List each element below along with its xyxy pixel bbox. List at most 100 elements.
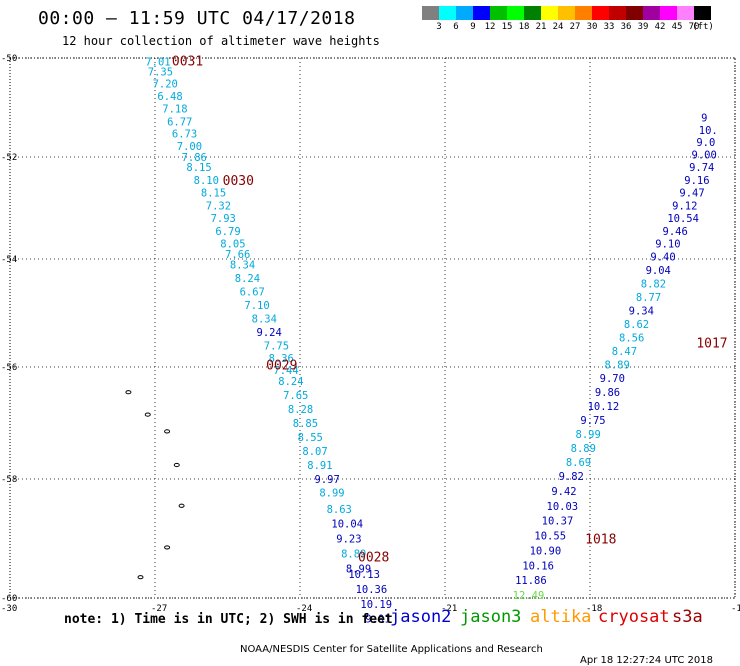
pass-time-label: 0031: [172, 54, 203, 69]
wave-height-value: 9.97: [315, 474, 340, 486]
island-outline: [164, 545, 171, 550]
color-scale-label: 45: [671, 22, 683, 32]
wave-height-value: 10.12: [588, 401, 620, 413]
color-scale-label: 36: [620, 22, 632, 32]
color-swatch: [507, 6, 524, 20]
wave-height-value: 10.90: [530, 545, 562, 557]
wave-height-value: 8.85: [293, 418, 318, 430]
wave-height-value: 9: [701, 112, 707, 124]
latitude-tick-label: -56: [1, 363, 17, 373]
wave-height-value: 9.70: [600, 373, 625, 385]
altimeter-map[interactable]: -27 -24 -21 -18 -15 -50 -52 -54 -56 -58 -60-30 7.01…: [0, 0, 740, 650]
satellite-legend-s3a: s3a: [672, 607, 703, 627]
wave-height-value: 6.67: [240, 286, 265, 298]
wave-height-value: 7.20: [153, 79, 178, 91]
wave-height-value: 10.37: [542, 516, 574, 528]
color-scale-label: 6: [453, 22, 459, 32]
wave-height-value: 8.63: [327, 504, 352, 516]
wave-height-value: 11.86: [515, 575, 547, 587]
wave-height-value: 9.01: [365, 614, 390, 626]
wave-height-value: 9.10: [655, 239, 680, 251]
color-swatch: [677, 6, 694, 20]
longitude-tick-label: -15: [731, 604, 740, 614]
wave-height-value: 6.48: [157, 91, 182, 103]
wave-height-value: 9.0: [696, 137, 715, 149]
wave-height-value: 6.79: [215, 226, 240, 238]
wave-height-value: 8.77: [636, 292, 661, 304]
color-swatch: [643, 6, 660, 20]
color-scale-label: 15: [501, 22, 513, 32]
wave-height-value: 9.86: [595, 387, 620, 399]
pass-time-label: 1018: [585, 533, 616, 548]
wave-height-value: 8.24: [235, 273, 260, 285]
island-outline: [137, 575, 144, 580]
color-swatch: [541, 6, 558, 20]
satellite-legend-jason2: jason2: [390, 607, 452, 627]
satellite-legend-jason3: jason3: [460, 607, 522, 627]
wave-height-value: 7.75: [264, 340, 289, 352]
latitude-tick-label: -50: [1, 54, 17, 64]
wave-height-value: 10.04: [331, 519, 363, 531]
satellite-legend-cryosat: cryosat: [598, 607, 670, 627]
latitude-tick-label: -54: [1, 255, 17, 265]
wave-height-value: 8.89: [341, 548, 366, 560]
longitude-tick-label: -21: [441, 604, 457, 614]
map-frame: [9, 57, 736, 599]
wave-height-value: 9.12: [672, 200, 697, 212]
color-swatch: [694, 6, 711, 20]
legend-note: note: 1) Time is in UTC; 2) SWH is in fe…: [64, 612, 393, 627]
latitude-tick-label: -58: [1, 475, 17, 485]
wave-height-value: 9.00: [692, 150, 717, 162]
wave-height-value: 8.89: [571, 443, 596, 455]
wave-height-value: 10.19: [360, 599, 392, 611]
wave-height-value: 8.36: [269, 353, 294, 365]
wave-height-value: 9.46: [663, 226, 688, 238]
wave-height-value: 10.: [699, 125, 718, 137]
color-swatch: [558, 6, 575, 20]
color-swatch: [422, 6, 439, 20]
wave-height-value: 10.16: [522, 560, 554, 572]
pass-time-label: 0030: [223, 174, 254, 189]
footer-timestamp: Apr 18 12:27:24 UTC 2018: [580, 655, 713, 666]
wave-height-value: 8.99: [319, 488, 344, 500]
wave-height-value: 9.74: [689, 162, 714, 174]
color-scale-label: (ft): [692, 22, 714, 32]
wave-height-value: 8.62: [624, 319, 649, 331]
wave-height-value: 10.36: [356, 584, 388, 596]
color-swatch: [456, 6, 473, 20]
wave-height-value: 8.56: [619, 332, 644, 344]
satellite-legend-altika: altika: [530, 607, 592, 627]
wave-height-value: 8.05: [220, 239, 245, 251]
wave-height-value: 10.55: [534, 531, 566, 543]
island-outline: [178, 503, 185, 508]
color-swatch: [575, 6, 592, 20]
wave-height-value: 7.44: [273, 365, 298, 377]
pass-time-label: 0029: [266, 358, 297, 373]
wave-height-value: 9.47: [679, 188, 704, 200]
wave-height-value: 7.65: [283, 390, 308, 402]
color-scale-label: 27: [569, 22, 581, 32]
wave-height-value: 7.00: [177, 141, 202, 153]
island-outline: [173, 462, 180, 468]
wave-height-value: 7.66: [225, 249, 250, 261]
longitude-tick-label: -24: [296, 604, 312, 614]
wave-height-value: 10.54: [667, 213, 699, 225]
wave-height-value: 7.10: [244, 300, 269, 312]
wave-height-value: 8.15: [201, 188, 226, 200]
wave-height-value: 12.49: [513, 590, 545, 602]
color-swatch: [660, 6, 677, 20]
wave-height-value: 8.24: [278, 376, 303, 388]
wave-height-value: 7.01: [145, 56, 170, 68]
latitude-tick-label: -52: [1, 153, 17, 163]
wave-height-value: 9.42: [551, 486, 576, 498]
wave-height-value: 8.34: [230, 259, 255, 271]
wave-height-value: 9.04: [646, 265, 671, 277]
wave-height-value: 8.28: [288, 404, 313, 416]
corner-tick-label: -30: [1, 604, 17, 614]
wave-height-value: 8.47: [612, 346, 637, 358]
color-scale-label: 70: [688, 22, 700, 32]
longitude-tick-label: -27: [151, 604, 167, 614]
wave-height-value: 7.32: [206, 200, 231, 212]
wave-height-value: 8.91: [307, 460, 332, 472]
color-swatch: [490, 6, 507, 20]
